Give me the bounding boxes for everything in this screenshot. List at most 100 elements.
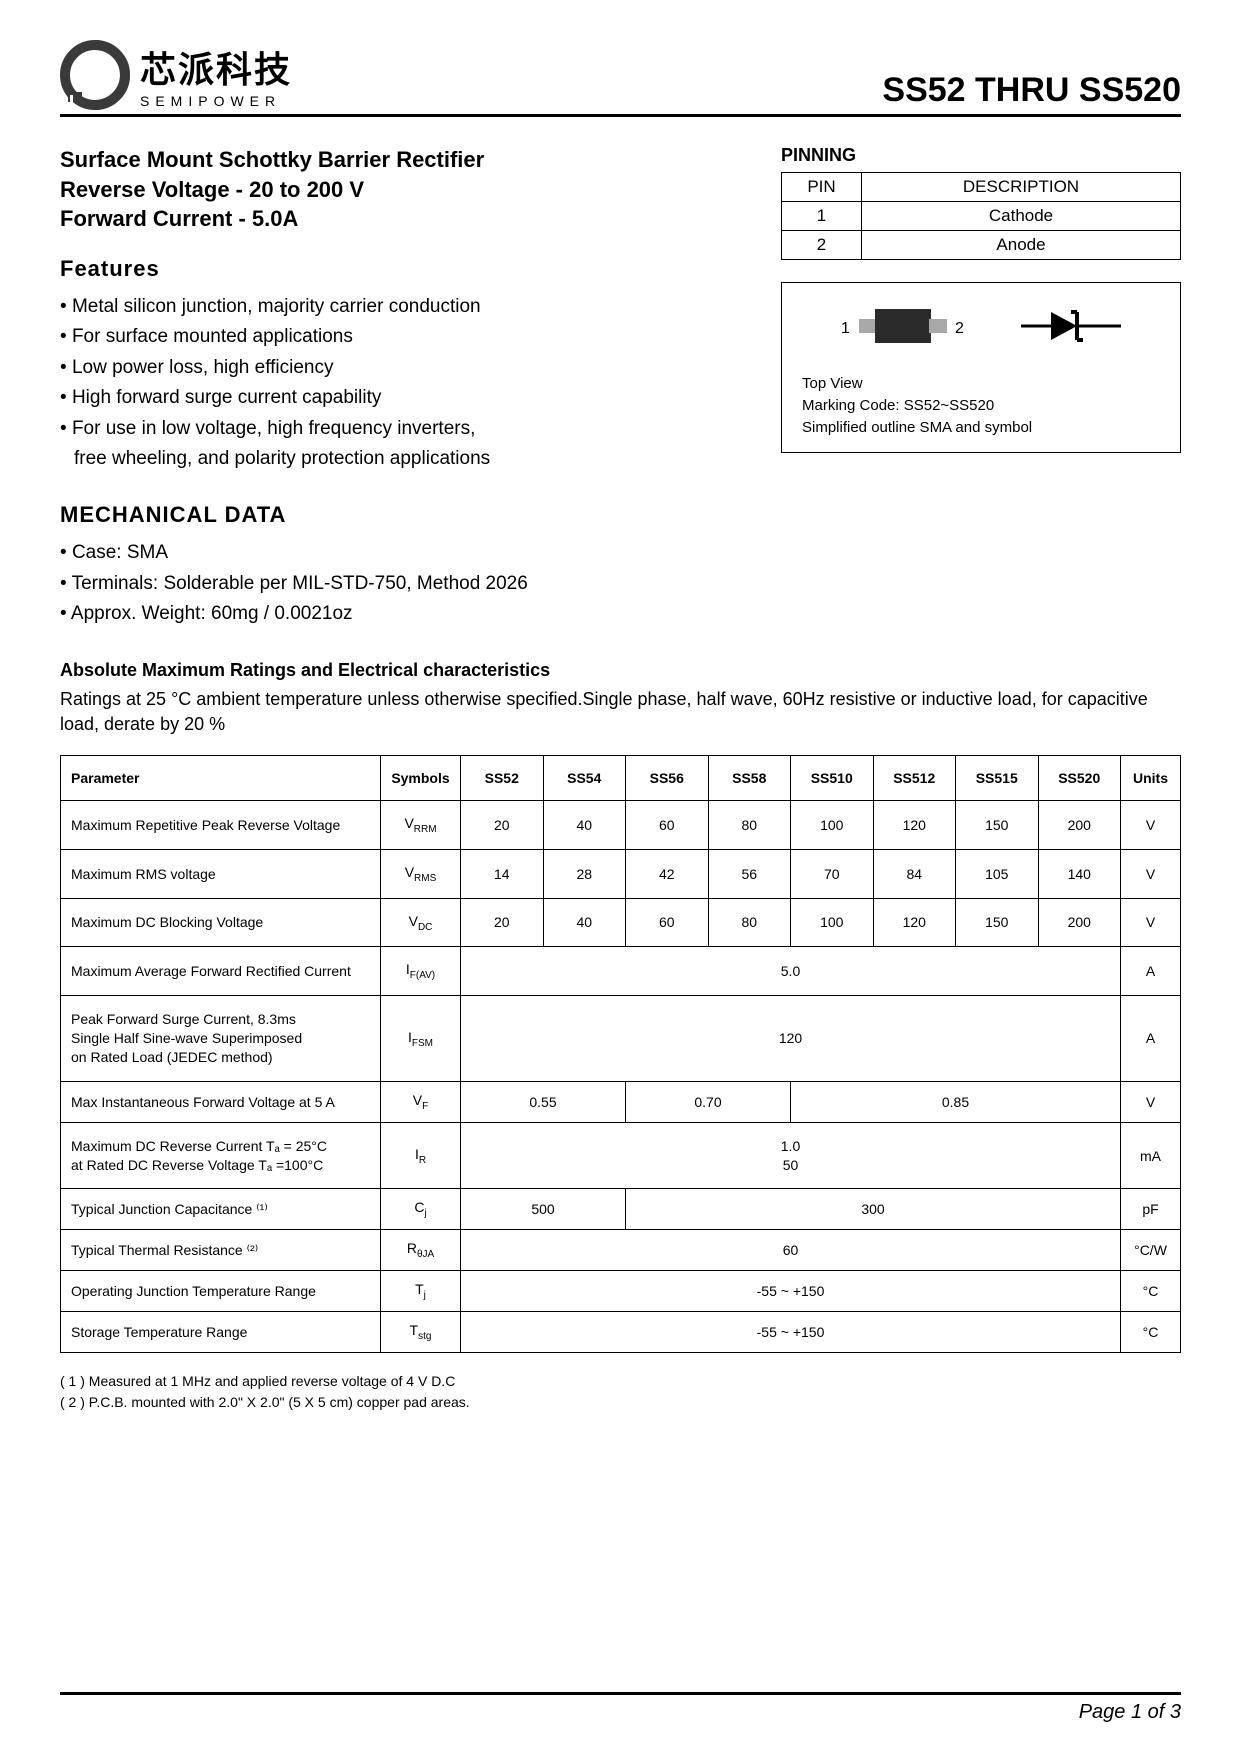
value-cell: 120 [461, 996, 1121, 1082]
table-cell: 1 [782, 202, 862, 231]
symbol-cell: IFSM [381, 996, 461, 1082]
table-row: Storage Temperature RangeTstg-55 ~ +150°… [61, 1311, 1181, 1352]
package-note: Top View [802, 373, 1160, 395]
value-cell: 70 [791, 849, 874, 898]
table-cell: 2 [782, 231, 862, 260]
symbol-cell: VF [381, 1081, 461, 1122]
pin1-label: 1 [841, 320, 850, 337]
value-cell: 28 [543, 849, 626, 898]
value-cell: 100 [791, 800, 874, 849]
footnotes: ( 1 ) Measured at 1 MHz and applied reve… [60, 1371, 1181, 1413]
intro-columns: Surface Mount Schottky Barrier Rectifier… [60, 145, 1181, 630]
value-cell: -55 ~ +150 [461, 1270, 1121, 1311]
value-cell: 84 [873, 849, 956, 898]
list-item: free wheeling, and polarity protection a… [60, 444, 741, 474]
table-row: 1Cathode [782, 202, 1181, 231]
value-cell: 80 [708, 800, 791, 849]
symbol-cell: IR [381, 1122, 461, 1189]
value-cell: 300 [626, 1189, 1121, 1230]
col-part: SS56 [626, 755, 709, 800]
package-note: Simplified outline SMA and symbol [802, 417, 1160, 439]
unit-cell: V [1121, 849, 1181, 898]
right-column: PINNING PIN DESCRIPTION 1Cathode2Anode 1 [781, 145, 1181, 630]
mechanical-heading: MECHANICAL DATA [60, 502, 741, 528]
table-row: Maximum Average Forward Rectified Curren… [61, 947, 1181, 996]
table-cell: Cathode [862, 202, 1181, 231]
value-cell: 60 [626, 800, 709, 849]
logo-en: SEMIPOWER [140, 93, 292, 109]
table-row: Typical Thermal Resistance ⁽²⁾RθJA60°C/W [61, 1230, 1181, 1271]
col-part: SS54 [543, 755, 626, 800]
col-parameter: Parameter [61, 755, 381, 800]
features-heading: Features [60, 256, 741, 282]
unit-cell: °C [1121, 1311, 1181, 1352]
subtitle-line: Surface Mount Schottky Barrier Rectifier [60, 145, 741, 175]
logo-cn: 芯派科技 [140, 41, 292, 93]
param-cell: Typical Junction Capacitance ⁽¹⁾ [61, 1189, 381, 1230]
logo-text: 芯派科技 SEMIPOWER [140, 41, 292, 109]
subtitle-line: Forward Current - 5.0A [60, 204, 741, 234]
package-sma-icon: 1 2 [841, 301, 981, 355]
symbol-cell: Tj [381, 1270, 461, 1311]
list-item: Terminals: Solderable per MIL-STD-750, M… [60, 569, 741, 599]
pin-col-header: DESCRIPTION [862, 173, 1181, 202]
value-cell: 80 [708, 898, 791, 947]
param-cell: Max Instantaneous Forward Voltage at 5 A [61, 1081, 381, 1122]
pinning-heading: PINNING [781, 145, 1181, 166]
package-notes: Top View Marking Code: SS52~SS520 Simpli… [802, 373, 1160, 438]
unit-cell: V [1121, 898, 1181, 947]
value-cell: -55 ~ +150 [461, 1311, 1121, 1352]
value-cell: 40 [543, 898, 626, 947]
col-symbols: Symbols [381, 755, 461, 800]
param-cell: Maximum DC Blocking Voltage [61, 898, 381, 947]
spec-table: Parameter Symbols SS52 SS54 SS56 SS58 SS… [60, 755, 1181, 1353]
list-item: Metal silicon junction, majority carrier… [60, 292, 741, 322]
param-cell: Maximum RMS voltage [61, 849, 381, 898]
package-drawing: 1 2 [802, 301, 1160, 355]
symbol-cell: RθJA [381, 1230, 461, 1271]
col-units: Units [1121, 755, 1181, 800]
page-footer: Page 1 of 3 [60, 1692, 1181, 1724]
symbol-cell: IF(AV) [381, 947, 461, 996]
symbol-cell: Tstg [381, 1311, 461, 1352]
value-cell: 42 [626, 849, 709, 898]
param-cell: Maximum Repetitive Peak Reverse Voltage [61, 800, 381, 849]
value-cell: 14 [461, 849, 544, 898]
unit-cell: °C [1121, 1270, 1181, 1311]
symbol-cell: VRMS [381, 849, 461, 898]
value-cell: 56 [708, 849, 791, 898]
list-item: High forward surge current capability [60, 383, 741, 413]
value-cell: 500 [461, 1189, 626, 1230]
table-row: Max Instantaneous Forward Voltage at 5 A… [61, 1081, 1181, 1122]
table-header-row: Parameter Symbols SS52 SS54 SS56 SS58 SS… [61, 755, 1181, 800]
left-column: Surface Mount Schottky Barrier Rectifier… [60, 145, 741, 630]
symbol-cell: VDC [381, 898, 461, 947]
col-part: SS520 [1038, 755, 1121, 800]
value-cell: 60 [626, 898, 709, 947]
value-cell: 150 [956, 800, 1039, 849]
abs-heading: Absolute Maximum Ratings and Electrical … [60, 660, 1181, 681]
unit-cell: pF [1121, 1189, 1181, 1230]
param-cell: Peak Forward Surge Current, 8.3msSingle … [61, 996, 381, 1082]
col-part: SS510 [791, 755, 874, 800]
package-box: 1 2 [781, 282, 1181, 453]
value-cell: 140 [1038, 849, 1121, 898]
unit-cell: °C/W [1121, 1230, 1181, 1271]
col-part: SS52 [461, 755, 544, 800]
table-row: Typical Junction Capacitance ⁽¹⁾Cj500300… [61, 1189, 1181, 1230]
value-cell: 40 [543, 800, 626, 849]
pin-col-header: PIN [782, 173, 862, 202]
param-cell: Maximum DC Reverse Current Tₐ = 25°Cat R… [61, 1122, 381, 1189]
value-cell: 5.0 [461, 947, 1121, 996]
logo-icon [60, 40, 130, 110]
value-cell: 120 [873, 898, 956, 947]
abs-note: Ratings at 25 °C ambient temperature unl… [60, 687, 1181, 737]
list-item: For surface mounted applications [60, 322, 741, 352]
value-cell: 200 [1038, 898, 1121, 947]
value-cell: 0.70 [626, 1081, 791, 1122]
list-item: Low power loss, high efficiency [60, 353, 741, 383]
param-cell: Maximum Average Forward Rectified Curren… [61, 947, 381, 996]
list-item: Case: SMA [60, 538, 741, 568]
unit-cell: A [1121, 996, 1181, 1082]
features-list: Metal silicon junction, majority carrier… [60, 292, 741, 474]
